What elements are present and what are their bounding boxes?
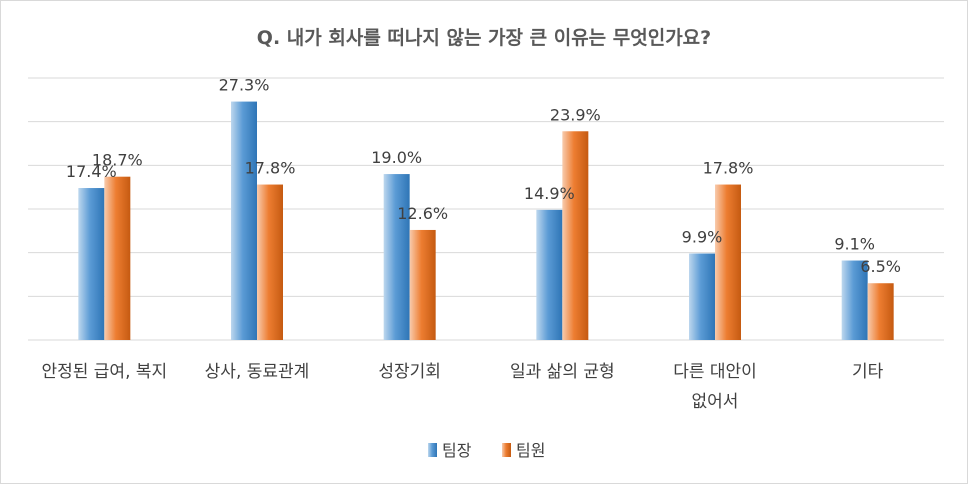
data-labels: 17.4%18.7% 27.3% 17.8% 19.0% 12.6% 14.9% 23.9%… (66, 76, 901, 277)
bar-member (257, 184, 283, 340)
bar-member (104, 176, 131, 340)
data-label: 12.6% (397, 204, 448, 223)
bars (78, 101, 894, 340)
category-label: 일과 삶의 균형 (510, 362, 615, 382)
legend-swatch (502, 443, 511, 457)
category-label: 다른 대안이 (673, 362, 757, 382)
data-label: 23.9% (550, 105, 601, 124)
legend-entry: 팀장 (442, 441, 472, 460)
bar-member (867, 283, 894, 340)
data-label: 14.9% (524, 184, 575, 203)
chart-title: Q. 내가 회사를 떠나지 않는 가장 큰 이유는 무엇인가요? (257, 27, 711, 49)
data-label: 17.8% (245, 159, 296, 178)
bar-member (562, 131, 589, 340)
gridlines (28, 77, 944, 341)
data-label: 17.8% (703, 159, 754, 178)
bar-teamlead (231, 101, 257, 340)
bar-teamlead (841, 260, 868, 340)
bar-teamlead (383, 174, 410, 340)
bar-teamlead (78, 188, 105, 340)
legend-swatch (428, 443, 437, 457)
category-label: 안정된 급여, 복지 (41, 362, 167, 382)
bar-member (409, 229, 436, 340)
data-label: 27.3% (219, 76, 270, 95)
data-label: 6.5% (860, 257, 901, 276)
data-label: 18.7% (92, 151, 143, 170)
category-label: 없어서 (692, 392, 739, 412)
data-label: 17.4% (66, 162, 117, 181)
category-label: 상사, 동료관계 (205, 362, 310, 382)
data-label: 9.1% (834, 235, 875, 254)
data-label: 19.0% (371, 148, 422, 167)
bar-teamlead (536, 209, 563, 340)
bar-member (715, 184, 741, 340)
category-label: 성장기회 (378, 362, 441, 382)
data-label: 9.9% (682, 228, 723, 247)
legend-entry: 팀원 (516, 441, 545, 460)
legend: 팀장 팀원 (428, 441, 545, 460)
category-label: 기타 (852, 362, 884, 382)
bar-teamlead (689, 253, 715, 340)
